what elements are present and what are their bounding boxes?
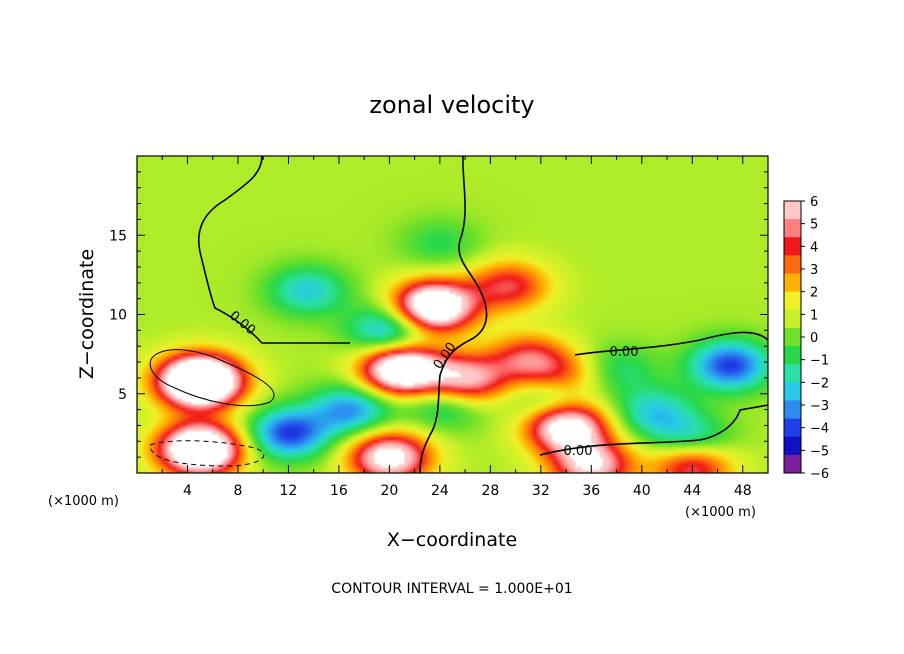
y-axis-label: Z−coordinate bbox=[76, 249, 98, 379]
x-tick-label: 48 bbox=[734, 483, 752, 499]
x-ticks: 4 8 12 16 20 24 28 32 36 40 44 48 bbox=[161, 156, 752, 499]
colorbar-tick-label: −4 bbox=[810, 422, 829, 437]
x-tick-label: 32 bbox=[532, 483, 550, 499]
colorbar-swatch bbox=[784, 400, 801, 420]
contour-label: 0.00 bbox=[564, 444, 593, 459]
y-tick-label: 5 bbox=[118, 387, 127, 403]
x-tick-label: 28 bbox=[481, 483, 499, 499]
colorbar-swatch bbox=[784, 418, 801, 438]
x-unit-left: (×1000 m) bbox=[48, 494, 119, 509]
x-tick-label: 40 bbox=[633, 483, 651, 499]
colorbar-tick-label: −2 bbox=[810, 376, 829, 391]
colorbar-swatches bbox=[784, 201, 801, 474]
plot-area: 0.000.00 0.000.00 4 8 12 16 20 24 28 32 36 40 44 48 … bbox=[109, 155, 769, 499]
y-ticks: 5 10 15 bbox=[109, 171, 768, 458]
colorbar-tick-label: 5 bbox=[810, 218, 818, 233]
contour-lines bbox=[198, 156, 768, 473]
colorbar-swatch bbox=[784, 436, 801, 456]
colorbar-swatch bbox=[784, 255, 801, 275]
x-tick-label: 12 bbox=[280, 483, 298, 499]
x-tick-label: 8 bbox=[233, 483, 242, 499]
colorbar-swatch bbox=[784, 309, 801, 329]
colorbar-swatch bbox=[784, 237, 801, 256]
x-tick-label: 4 bbox=[183, 483, 192, 499]
colorbar-swatch bbox=[784, 291, 801, 311]
colorbar-tick-label: −6 bbox=[810, 467, 829, 482]
x-tick-label: 16 bbox=[330, 483, 348, 499]
y-tick-label: 15 bbox=[109, 228, 127, 244]
contour-interval-footer: CONTOUR INTERVAL = 1.000E+01 bbox=[331, 581, 572, 597]
colorbar: 6 5 4 3 2 1 0 −1 −2 −3 −4 −5 −6 bbox=[783, 195, 829, 482]
contour-inner-upper bbox=[149, 349, 275, 407]
colorbar-swatch bbox=[784, 454, 801, 474]
x-tick-label: 36 bbox=[582, 483, 600, 499]
x-tick-label: 44 bbox=[683, 483, 701, 499]
colorbar-tick-label: 4 bbox=[810, 240, 818, 255]
heatmap-field: 0.000.00 0.000.00 bbox=[137, 156, 768, 473]
y-tick-label: 10 bbox=[109, 308, 127, 324]
chart-title: zonal velocity bbox=[369, 91, 534, 119]
colorbar-swatch bbox=[784, 273, 801, 293]
x-axis-label: X−coordinate bbox=[387, 529, 517, 551]
colorbar-swatch bbox=[784, 346, 801, 365]
colorbar-tick-label: −5 bbox=[810, 444, 829, 459]
colorbar-tick-label: 2 bbox=[810, 286, 818, 301]
heatmap-image bbox=[137, 156, 768, 473]
colorbar-swatch bbox=[784, 364, 801, 383]
colorbar-tick-label: −3 bbox=[810, 399, 829, 414]
colorbar-swatch bbox=[784, 382, 801, 401]
contour-zero-middle bbox=[419, 156, 488, 473]
contour-zero-right bbox=[574, 331, 768, 356]
colorbar-tick-label: 1 bbox=[810, 308, 818, 323]
colorbar-swatch bbox=[784, 219, 801, 238]
x-unit-right: (×1000 m) bbox=[685, 505, 756, 520]
colorbar-ticks: 6 5 4 3 2 1 0 −1 −2 −3 −4 −5 −6 bbox=[801, 195, 829, 482]
contour-label: 0.00 bbox=[610, 345, 639, 360]
contour-zero-left bbox=[198, 156, 350, 344]
contour-internal-lines bbox=[149, 349, 275, 467]
contour-zero-lower-right bbox=[539, 404, 768, 456]
colorbar-tick-label: −1 bbox=[810, 354, 829, 369]
colorbar-swatch bbox=[784, 201, 801, 220]
colorbar-swatch bbox=[784, 327, 801, 347]
x-tick-label: 24 bbox=[431, 483, 449, 499]
colorbar-tick-label: 0 bbox=[810, 331, 818, 346]
colorbar-tick-label: 3 bbox=[810, 263, 818, 278]
colorbar-tick-label: 6 bbox=[810, 195, 818, 210]
x-tick-label: 20 bbox=[380, 483, 398, 499]
